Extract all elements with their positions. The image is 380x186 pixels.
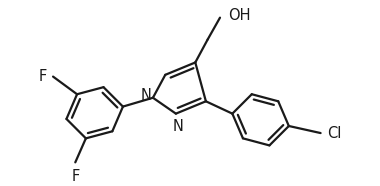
Text: N: N bbox=[172, 119, 183, 134]
Text: Cl: Cl bbox=[327, 126, 341, 141]
Text: N: N bbox=[140, 89, 151, 103]
Text: F: F bbox=[71, 169, 79, 184]
Text: OH: OH bbox=[228, 8, 250, 23]
Text: F: F bbox=[38, 69, 47, 84]
